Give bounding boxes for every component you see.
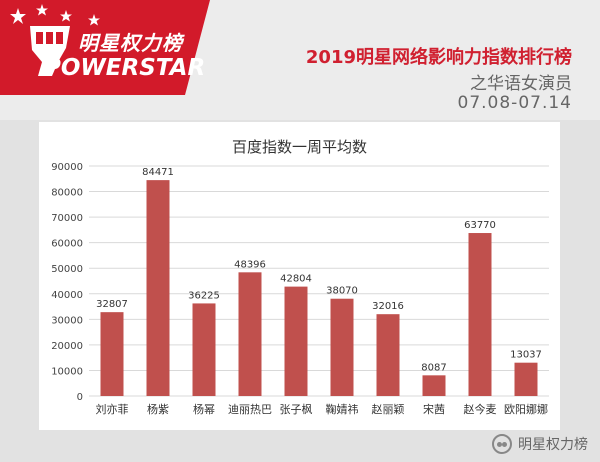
y-tick-label: 20000 xyxy=(51,341,83,352)
watermark-text: 明星权力榜 xyxy=(518,437,588,453)
bar xyxy=(514,362,538,396)
x-tick-label: 鞠婧祎 xyxy=(326,402,359,416)
bar-chart: 0 10000 20000 30000 40000 50000 60000 70000 8000… xyxy=(51,162,549,416)
data-label: 13037 xyxy=(510,350,542,361)
data-label: 42804 xyxy=(280,274,312,285)
bar xyxy=(376,314,400,396)
x-tick-label: 赵丽颖 xyxy=(372,402,405,416)
bar xyxy=(422,375,446,396)
bar xyxy=(468,233,492,396)
x-tick-label: 张子枫 xyxy=(280,402,313,416)
chart-title: 百度指数一周平均数 xyxy=(231,138,367,156)
page-title: 2019明星网络影响力指数排行榜 xyxy=(305,47,572,68)
bar xyxy=(100,312,124,396)
date-range: 07.08-07.14 xyxy=(457,93,572,113)
data-label: 36225 xyxy=(188,290,220,301)
x-tick-label: 赵今麦 xyxy=(464,402,497,416)
data-label: 63770 xyxy=(464,220,496,231)
wechat-icon xyxy=(492,434,512,454)
star-icon xyxy=(36,4,48,16)
bar xyxy=(192,303,216,396)
data-label: 8087 xyxy=(421,362,446,373)
stars-decoration xyxy=(10,4,100,26)
bar xyxy=(284,286,308,396)
star-icon xyxy=(60,10,72,22)
star-icon xyxy=(88,14,100,26)
y-tick-label: 50000 xyxy=(51,264,83,275)
data-label: 48396 xyxy=(234,259,266,270)
chart-panel: 百度指数一周平均数 0 10000 20000 30000 40000 50000 6000… xyxy=(39,122,560,430)
y-tick-label: 0 xyxy=(77,392,83,403)
x-tick-label: 杨紫 xyxy=(147,402,169,416)
y-tick-label: 90000 xyxy=(51,162,83,173)
x-tick-label: 迪丽热巴 xyxy=(228,403,272,416)
data-label: 38070 xyxy=(326,286,358,297)
page-subtitle: 之华语女演员 xyxy=(470,74,572,94)
brand-name-en: POWERSTAR xyxy=(44,55,206,81)
y-tick-label: 40000 xyxy=(51,290,83,301)
fist-logo-icon xyxy=(30,26,70,76)
y-tick-label: 30000 xyxy=(51,315,83,326)
data-label: 84471 xyxy=(142,167,174,178)
y-tick-label: 80000 xyxy=(51,188,83,199)
x-tick-label: 杨幂 xyxy=(193,402,215,416)
bar xyxy=(146,180,170,396)
bar xyxy=(330,298,354,396)
y-tick-label: 10000 xyxy=(51,366,83,377)
brand-name-cn: 明星权力榜 xyxy=(78,31,183,55)
bar xyxy=(238,272,262,396)
watermark: 明星权力榜 xyxy=(492,434,588,454)
data-label: 32807 xyxy=(96,299,128,310)
x-tick-label: 欧阳娜娜 xyxy=(504,402,548,416)
y-tick-label: 70000 xyxy=(51,213,83,224)
data-label: 32016 xyxy=(372,301,404,312)
y-tick-label: 60000 xyxy=(51,239,83,250)
star-icon xyxy=(10,8,26,24)
x-tick-label: 刘亦菲 xyxy=(96,402,129,416)
x-tick-label: 宋茜 xyxy=(423,402,445,416)
